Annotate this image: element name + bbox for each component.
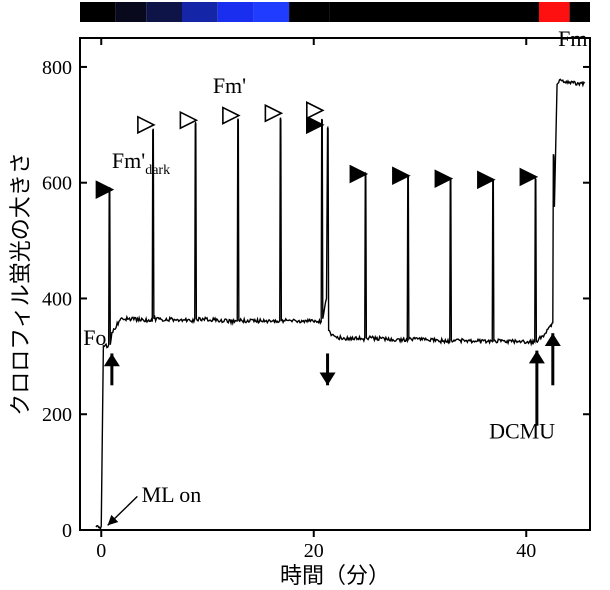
annotation-fmp: Fm' — [213, 73, 246, 98]
annotation-ml-on: ML on — [142, 482, 202, 507]
annotation-fo: Fo — [83, 325, 106, 350]
annotation-dcmu: DCMU — [489, 419, 555, 444]
colorbar-block — [539, 2, 570, 22]
x-tick-label: 20 — [304, 540, 324, 562]
y-tick-label: 800 — [42, 57, 72, 79]
fluorescence-trace — [96, 79, 585, 529]
marker-filled-triangle — [520, 169, 536, 185]
annotation-fm: Fm — [558, 26, 587, 51]
arrow-head — [104, 353, 120, 366]
marker-open-triangle — [223, 108, 239, 124]
annotation-fmp-dark: Fm'dark — [112, 148, 170, 178]
plot-frame — [80, 38, 590, 530]
colorbar-block — [570, 2, 590, 22]
marker-filled-triangle — [393, 168, 409, 184]
colorbar-block — [80, 2, 116, 22]
arrow-head — [320, 372, 336, 385]
marker-filled-triangle — [350, 166, 366, 182]
marker-open-triangle — [307, 102, 323, 118]
x-axis-label: 時間（分） — [280, 563, 390, 588]
x-tick-label: 40 — [516, 540, 536, 562]
marker-open-triangle — [138, 117, 154, 133]
x-tick-label: 0 — [96, 540, 106, 562]
y-tick-label: 600 — [42, 173, 72, 195]
y-tick-label: 0 — [62, 520, 72, 542]
marker-filled-triangle — [307, 117, 323, 133]
colorbar-block — [289, 2, 330, 22]
marker-filled-triangle — [478, 172, 494, 188]
colorbar-block — [116, 2, 147, 22]
colorbar-block — [253, 2, 289, 22]
colorbar-block — [218, 2, 254, 22]
y-tick-label: 400 — [42, 288, 72, 310]
chlorophyll-fluorescence-chart: 020400200400600800時間（分）クロロフィル蛍光の大きさFm'da… — [0, 0, 610, 590]
marker-filled-triangle — [435, 171, 451, 187]
y-axis-label: クロロフィル蛍光の大きさ — [8, 152, 33, 416]
arrow-head — [545, 333, 561, 346]
arrow-head — [529, 351, 545, 364]
colorbar-block — [330, 2, 539, 22]
colorbar-block — [182, 2, 218, 22]
y-tick-label: 200 — [42, 404, 72, 426]
colorbar-block — [146, 2, 182, 22]
marker-open-triangle — [265, 105, 281, 121]
marker-open-triangle — [180, 112, 196, 128]
